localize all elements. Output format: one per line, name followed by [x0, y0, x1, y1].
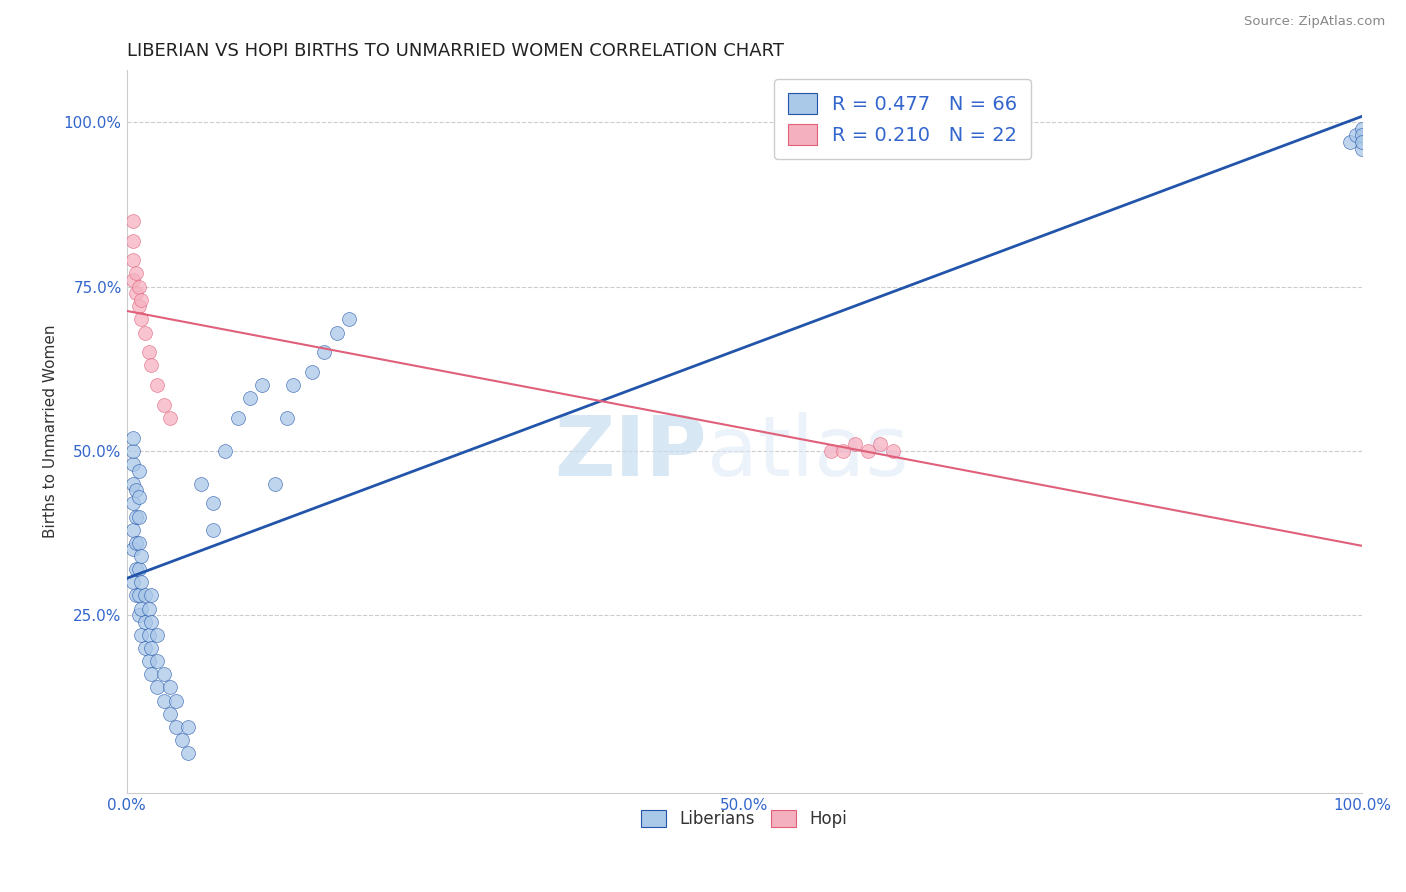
Point [152, 667, 174, 681]
Legend: Liberians, Hopi: Liberians, Hopi [634, 804, 855, 835]
Point [131, 293, 153, 307]
Point [131, 628, 153, 642]
Point [263, 476, 285, 491]
Point [125, 589, 148, 603]
Point [141, 589, 163, 603]
Point [128, 279, 150, 293]
Point [214, 443, 236, 458]
Point [146, 628, 169, 642]
Point [125, 286, 148, 301]
Point [141, 641, 163, 656]
Point [177, 746, 200, 760]
Point [226, 411, 249, 425]
Point [121, 431, 143, 445]
Point [190, 476, 212, 491]
Point [159, 706, 181, 721]
Point [138, 345, 160, 359]
Point [165, 720, 187, 734]
Point [128, 536, 150, 550]
Point [125, 267, 148, 281]
Y-axis label: Births to Unmarried Women: Births to Unmarried Women [44, 325, 58, 538]
Point [301, 365, 323, 379]
Point [138, 601, 160, 615]
Point [1351, 128, 1374, 143]
Point [134, 589, 156, 603]
Point [165, 693, 187, 707]
Point [141, 615, 163, 629]
Text: Source: ZipAtlas.com: Source: ZipAtlas.com [1244, 15, 1385, 28]
Point [1351, 135, 1374, 149]
Point [1351, 142, 1374, 156]
Point [152, 693, 174, 707]
Point [121, 214, 143, 228]
Point [131, 549, 153, 563]
Point [252, 378, 274, 392]
Point [131, 601, 153, 615]
Point [141, 359, 163, 373]
Point [159, 681, 181, 695]
Point [882, 443, 904, 458]
Point [146, 378, 169, 392]
Point [125, 483, 148, 498]
Point [1344, 128, 1367, 143]
Text: atlas: atlas [707, 412, 908, 493]
Point [125, 536, 148, 550]
Point [1339, 135, 1361, 149]
Point [152, 398, 174, 412]
Point [121, 542, 143, 557]
Point [125, 509, 148, 524]
Point [121, 496, 143, 510]
Point [131, 312, 153, 326]
Point [125, 562, 148, 576]
Point [1351, 121, 1374, 136]
Point [314, 345, 336, 359]
Point [128, 509, 150, 524]
Point [121, 476, 143, 491]
Point [128, 589, 150, 603]
Point [202, 523, 225, 537]
Point [146, 654, 169, 668]
Point [844, 437, 866, 451]
Point [869, 437, 891, 451]
Point [172, 733, 194, 747]
Point [128, 299, 150, 313]
Point [138, 654, 160, 668]
Text: ZIP: ZIP [555, 412, 707, 493]
Point [121, 457, 143, 471]
Point [337, 312, 360, 326]
Point [121, 253, 143, 268]
Point [121, 273, 143, 287]
Point [159, 411, 181, 425]
Point [121, 234, 143, 248]
Point [121, 523, 143, 537]
Text: LIBERIAN VS HOPI BIRTHS TO UNMARRIED WOMEN CORRELATION CHART: LIBERIAN VS HOPI BIRTHS TO UNMARRIED WOM… [127, 42, 783, 60]
Point [128, 464, 150, 478]
Point [325, 326, 347, 340]
Point [121, 443, 143, 458]
Point [276, 411, 298, 425]
Point [146, 681, 169, 695]
Point [128, 490, 150, 504]
Point [134, 615, 156, 629]
Point [239, 392, 262, 406]
Point [138, 628, 160, 642]
Point [283, 378, 305, 392]
Point [856, 443, 879, 458]
Point [134, 641, 156, 656]
Point [202, 496, 225, 510]
Point [832, 443, 855, 458]
Point [820, 443, 842, 458]
Point [141, 667, 163, 681]
Point [128, 608, 150, 623]
Point [128, 562, 150, 576]
Point [177, 720, 200, 734]
Point [121, 575, 143, 590]
Point [131, 575, 153, 590]
Point [134, 326, 156, 340]
